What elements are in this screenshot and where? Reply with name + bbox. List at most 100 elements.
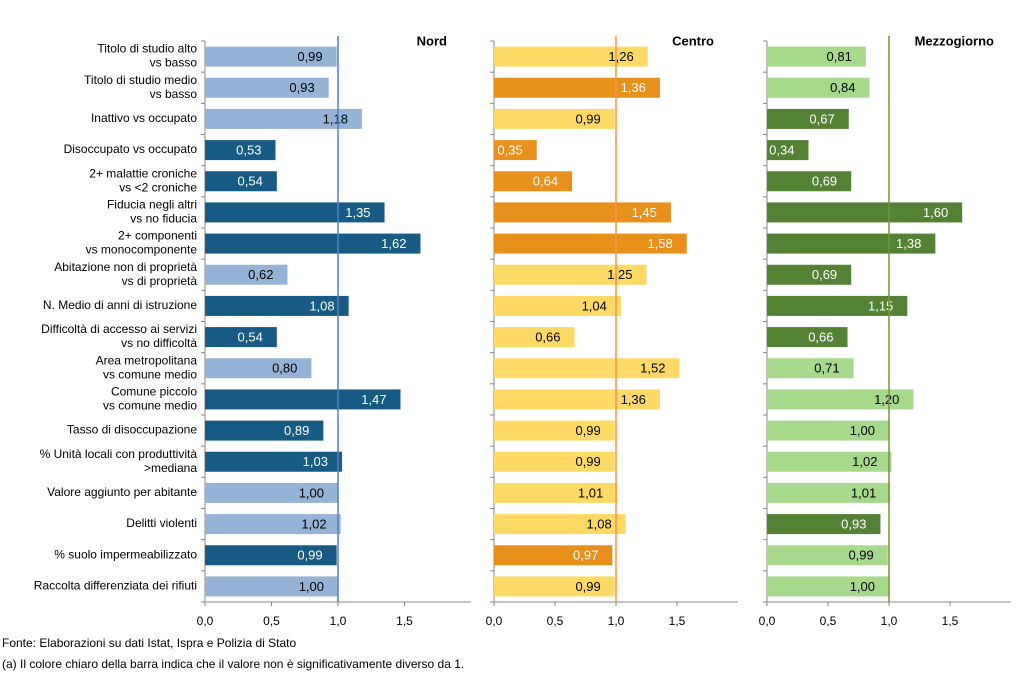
panel-title: Nord: [417, 33, 447, 48]
category-label-line: vs monocomponente: [86, 243, 198, 257]
bar: [494, 389, 660, 410]
x-tick-label: 1,5: [942, 614, 959, 628]
bar: [494, 202, 671, 223]
data-label: 0,54: [238, 174, 263, 189]
data-label: 1,04: [582, 298, 607, 313]
data-label: 1,52: [640, 361, 665, 376]
data-label: 1,26: [608, 49, 633, 64]
x-tick-label: 0,0: [486, 614, 503, 628]
data-label: 0,99: [575, 423, 600, 438]
bar: [205, 77, 329, 98]
bar: [494, 295, 621, 316]
data-label: 1,01: [851, 485, 876, 500]
data-label: 1,08: [586, 517, 611, 532]
footnote: (a) Il colore chiaro della barra indica …: [2, 657, 464, 671]
bar: [494, 545, 613, 566]
category-label-line: Disoccupato vs occupato: [64, 142, 198, 156]
bar: [205, 451, 342, 472]
data-label: 1,45: [632, 205, 657, 220]
bar: [205, 327, 277, 348]
data-label: 0,81: [827, 49, 852, 64]
bar: [205, 358, 312, 379]
data-label: 0,66: [535, 330, 560, 345]
category-label-line: Valore aggiunto per abitante: [47, 485, 197, 499]
data-label: 0,99: [575, 111, 600, 126]
bar: [205, 46, 337, 67]
category-label: N. Medio di anni di istruzione: [43, 298, 197, 312]
data-label: 1,18: [323, 111, 348, 126]
bar: [205, 108, 362, 129]
bar: [205, 514, 341, 535]
x-tick-label: 0,0: [759, 614, 776, 628]
bar: [767, 514, 881, 535]
x-tick-label: 0,0: [197, 614, 214, 628]
category-label: % Unità locali con produttività >mediana: [40, 447, 198, 475]
bar: [494, 482, 618, 503]
category-label-line: Difficoltà di accesso ai servizi: [41, 322, 197, 336]
category-label-line: Titolo di studio alto: [97, 42, 197, 56]
category-label-line: % suolo impermeabilizzato: [54, 547, 197, 561]
category-label: Delitti violenti: [126, 516, 197, 530]
data-label: 1,00: [850, 423, 875, 438]
x-tick-label: 1,0: [330, 614, 347, 628]
category-label-line: Fiducia negli altri: [107, 198, 197, 212]
category-label-line: vs basso: [150, 56, 198, 70]
bar: [494, 514, 626, 535]
bar: [767, 140, 809, 161]
data-label: 1,00: [299, 485, 324, 500]
category-label: Inattivo vs occupato: [91, 111, 197, 125]
data-label: 1,00: [299, 579, 324, 594]
category-label-line: vs no difficoltà: [121, 336, 197, 350]
category-label-line: Comune piccolo: [111, 385, 197, 399]
x-tick-label: 1,5: [669, 614, 686, 628]
panel-title: Centro: [672, 33, 714, 48]
bar: [767, 264, 852, 285]
data-label: 1,20: [874, 392, 899, 407]
data-label: 0,69: [812, 267, 837, 282]
category-label: Raccolta differenziata dei rifiuti: [34, 579, 197, 593]
bar: [767, 576, 889, 597]
category-label-line: Tasso di disoccupazione: [67, 423, 197, 437]
data-label: 0,62: [248, 267, 273, 282]
bar: [494, 264, 647, 285]
data-label: 0,93: [289, 80, 314, 95]
category-label-line: Delitti violenti: [126, 516, 197, 530]
bar: [494, 108, 615, 129]
data-label: 0,80: [272, 361, 297, 376]
category-label: 2+ componenti vs monocomponente: [86, 229, 198, 257]
category-label: Tasso di disoccupazione: [67, 423, 197, 437]
data-label: 0,71: [814, 361, 839, 376]
category-label-line: % Unità locali con produttività: [40, 447, 198, 461]
data-label: 1,08: [309, 298, 334, 313]
bar: [767, 233, 936, 254]
x-tick-label: 0,5: [547, 614, 564, 628]
bar: [205, 264, 288, 285]
bar: [205, 545, 337, 566]
data-label: 0,89: [284, 423, 309, 438]
data-label: 1,47: [361, 392, 386, 407]
bar: [205, 576, 338, 597]
data-label: 1,36: [621, 392, 646, 407]
bar: [205, 389, 401, 410]
data-label: 0,99: [575, 454, 600, 469]
category-label: Abitazione non di proprietà vs di proprie…: [54, 260, 197, 288]
category-label: Disoccupato vs occupato: [64, 142, 198, 156]
bar: [494, 451, 615, 472]
data-label: 0,69: [812, 174, 837, 189]
category-label-line: vs di proprietà: [122, 274, 198, 288]
data-label: 1,03: [303, 454, 328, 469]
bar: [205, 233, 421, 254]
data-label: 1,38: [896, 236, 921, 251]
bar: [767, 389, 914, 410]
bar: [767, 545, 888, 566]
category-label-line: >mediana: [144, 461, 197, 475]
data-label: 0,97: [573, 548, 598, 563]
bar: [767, 482, 891, 503]
category-label-line: Area metropolitana: [96, 353, 198, 367]
category-label: Difficoltà di accesso ai servizi vs no di…: [41, 322, 197, 350]
data-label: 0,66: [808, 330, 833, 345]
category-label: Fiducia negli altri vs no fiducia: [107, 198, 197, 226]
bar: [767, 295, 908, 316]
bar: [494, 46, 648, 67]
bar: [767, 171, 852, 192]
